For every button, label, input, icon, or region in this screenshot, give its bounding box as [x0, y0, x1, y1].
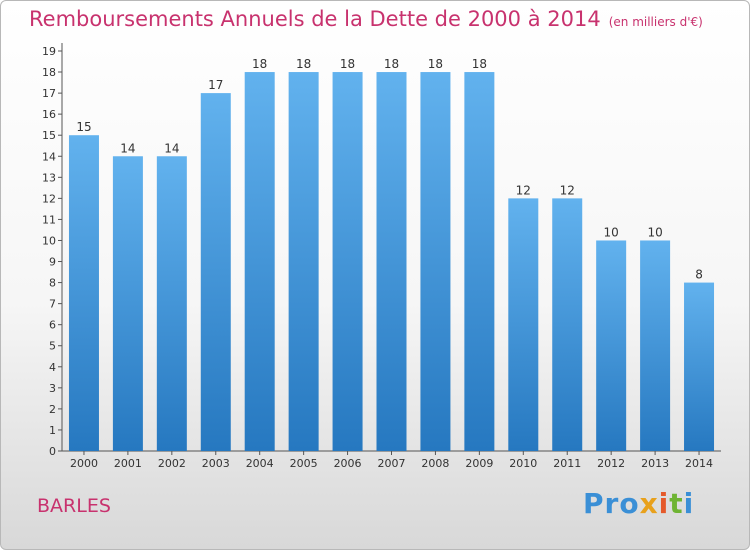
bar [244, 72, 275, 451]
bar [420, 72, 451, 451]
y-tick-label: 9 [49, 256, 56, 269]
bar-value-label: 8 [695, 268, 703, 282]
x-tick-label: 2013 [641, 457, 669, 470]
logo-part: Pro [583, 487, 640, 520]
bar [508, 198, 539, 451]
x-tick-label: 2002 [158, 457, 186, 470]
y-tick-label: 14 [42, 150, 56, 163]
bar [332, 72, 363, 451]
commune-name: BARLES [37, 495, 111, 517]
y-tick-label: 3 [49, 382, 56, 395]
title-text: Remboursements Annuels de la Dette de 20… [29, 7, 601, 31]
logo-part: i [658, 487, 670, 520]
bar-value-label: 12 [516, 183, 531, 197]
x-tick-label: 2009 [465, 457, 493, 470]
bar-value-label: 18 [252, 57, 267, 71]
y-tick-label: 8 [49, 277, 56, 290]
x-tick-label: 2005 [290, 457, 318, 470]
logo-part: t [669, 487, 684, 520]
bar-value-label: 10 [604, 225, 619, 239]
bar-value-label: 18 [384, 57, 399, 71]
bar-value-label: 14 [120, 141, 135, 155]
bar [376, 72, 407, 451]
bar-value-label: 12 [560, 183, 575, 197]
bar-value-label: 15 [76, 120, 91, 134]
y-tick-label: 1 [49, 424, 56, 437]
x-tick-label: 2000 [70, 457, 98, 470]
bar [112, 156, 143, 451]
bar [640, 240, 671, 451]
y-tick-label: 6 [49, 319, 56, 332]
chart-title: Remboursements Annuels de la Dette de 20… [29, 7, 703, 31]
x-tick-label: 2014 [685, 457, 713, 470]
bar [156, 156, 187, 451]
x-tick-label: 2006 [334, 457, 362, 470]
bar [200, 93, 231, 452]
bar-value-label: 18 [296, 57, 311, 71]
y-tick-label: 17 [42, 87, 56, 100]
y-tick-label: 18 [42, 66, 56, 79]
bar [68, 135, 99, 452]
y-tick-label: 2 [49, 403, 56, 416]
x-tick-label: 2010 [509, 457, 537, 470]
bar-value-label: 14 [164, 141, 179, 155]
x-tick-label: 2011 [553, 457, 581, 470]
y-tick-label: 12 [42, 192, 56, 205]
bar-value-label: 10 [647, 225, 662, 239]
x-tick-label: 2012 [597, 457, 625, 470]
bar [464, 72, 495, 451]
x-tick-label: 2004 [246, 457, 274, 470]
x-tick-label: 2003 [202, 457, 230, 470]
y-tick-label: 19 [42, 45, 56, 58]
y-tick-label: 16 [42, 108, 56, 121]
y-tick-label: 13 [42, 171, 56, 184]
x-tick-label: 2001 [114, 457, 142, 470]
bar [596, 240, 627, 451]
bar-value-label: 18 [340, 57, 355, 71]
y-tick-label: 10 [42, 234, 56, 247]
bar-value-label: 18 [428, 57, 443, 71]
x-tick-label: 2008 [421, 457, 449, 470]
proxiti-logo: Proxiti [583, 487, 694, 520]
bar [684, 282, 715, 451]
logo-part: x [639, 487, 659, 520]
y-tick-label: 0 [49, 445, 56, 458]
y-tick-label: 5 [49, 340, 56, 353]
bar-value-label: 18 [472, 57, 487, 71]
y-tick-label: 7 [49, 298, 56, 311]
logo-part: i [683, 487, 695, 520]
unit-note: (en milliers d'€) [608, 15, 703, 29]
y-tick-label: 11 [42, 213, 56, 226]
y-tick-label: 15 [42, 129, 56, 142]
y-tick-label: 4 [49, 361, 56, 374]
x-tick-label: 2007 [378, 457, 406, 470]
bar [288, 72, 319, 451]
bar [552, 198, 583, 451]
bar-value-label: 17 [208, 78, 223, 92]
